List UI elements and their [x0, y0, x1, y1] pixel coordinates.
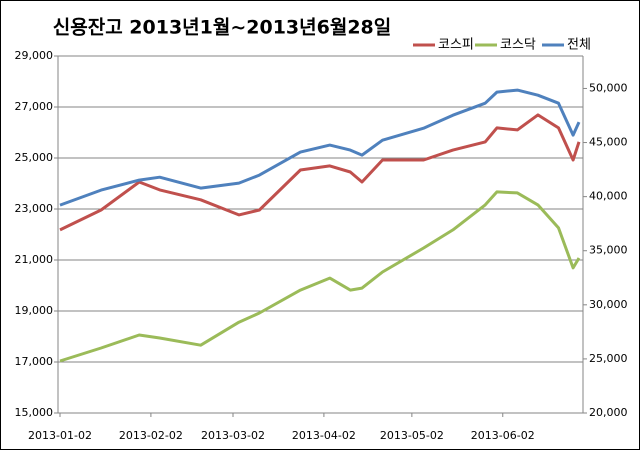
- x-tick-label: 2013-01-02: [28, 429, 92, 442]
- legend-label: 코스닥: [500, 38, 536, 53]
- chart-title: 신용잔고 2013년1월~2013년6월28일: [53, 17, 392, 39]
- x-tick-label: 2013-04-02: [292, 429, 356, 442]
- series-line: [59, 113, 581, 232]
- x-tick-label: 2013-05-02: [380, 429, 444, 442]
- y2-tick-label: 40,000: [589, 190, 628, 203]
- series-line: [59, 190, 581, 363]
- legend-label: 코스피: [438, 38, 474, 53]
- y-tick-label: 17,000: [15, 355, 54, 368]
- legend-label: 전체: [567, 38, 591, 53]
- y-tick-label: 27,000: [15, 100, 54, 113]
- y2-tick-label: 25,000: [589, 352, 628, 365]
- x-tick-label: 2013-06-02: [471, 429, 535, 442]
- y-tick-label: 29,000: [15, 49, 54, 62]
- y2-tick-label: 45,000: [589, 136, 628, 149]
- y2-tick-label: 30,000: [589, 298, 628, 311]
- series-line: [59, 88, 581, 207]
- y-tick-label: 19,000: [15, 304, 54, 317]
- y-tick-label: 25,000: [15, 151, 54, 164]
- y-tick-label: 15,000: [15, 406, 54, 419]
- y-tick-label: 23,000: [15, 202, 54, 215]
- y2-tick-label: 20,000: [589, 406, 628, 419]
- x-tick-label: 2013-02-02: [119, 429, 183, 442]
- y2-tick-label: 35,000: [589, 244, 628, 257]
- y-tick-label: 21,000: [15, 253, 54, 266]
- x-tick-label: 2013-03-02: [201, 429, 265, 442]
- y2-tick-label: 50,000: [589, 81, 628, 94]
